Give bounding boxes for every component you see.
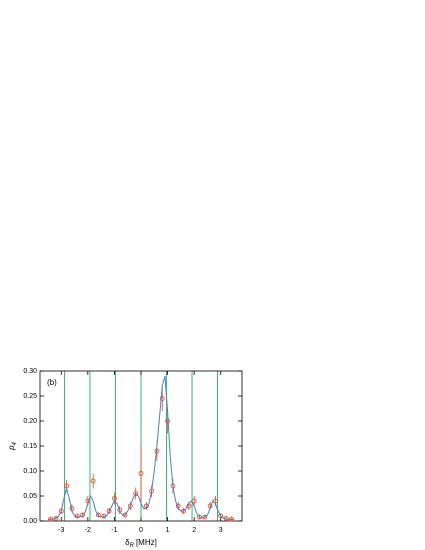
y-tick-label: 0.10 [23,468,37,475]
fit-line [47,375,235,520]
data-point [106,508,112,514]
y-label-main: p [7,445,16,451]
x-label-unit: [MHz] [136,538,157,547]
y-axis-label: p4 [7,441,17,450]
x-label-sub: R [130,543,135,549]
x-axis-label: δR [MHz] [125,538,157,548]
y-tick-label: 0.25 [23,393,37,400]
data-point [90,478,96,484]
y-tick-label: 0.00 [23,518,37,525]
data-point [191,498,197,504]
data-point [127,503,133,509]
data-point [202,514,208,520]
data-point [197,514,202,520]
x-tick-label: 3 [219,527,223,534]
data-point [218,513,224,519]
x-tick-label: 2 [192,527,196,534]
data-point [133,491,139,496]
y-tick-label: 0.05 [23,493,37,500]
x-tick-label: 1 [166,527,170,534]
data-point [80,512,85,518]
x-tick-label: -2 [85,527,91,534]
x-tick-label: 0 [139,527,143,534]
data-point [96,512,101,518]
x-tick-label: -3 [58,527,64,534]
y-tick-label: 0.20 [23,418,37,425]
y-tick-label: 0.15 [23,443,37,450]
panel-label: (b) [47,378,57,387]
y-label-sub: 4 [12,441,18,445]
x-label-main: δ [125,538,130,547]
y-tick-label: 0.30 [23,368,37,375]
data-point [117,507,123,513]
data-point [159,396,165,401]
data-point [138,471,144,476]
x-tick-label: -1 [111,527,117,534]
